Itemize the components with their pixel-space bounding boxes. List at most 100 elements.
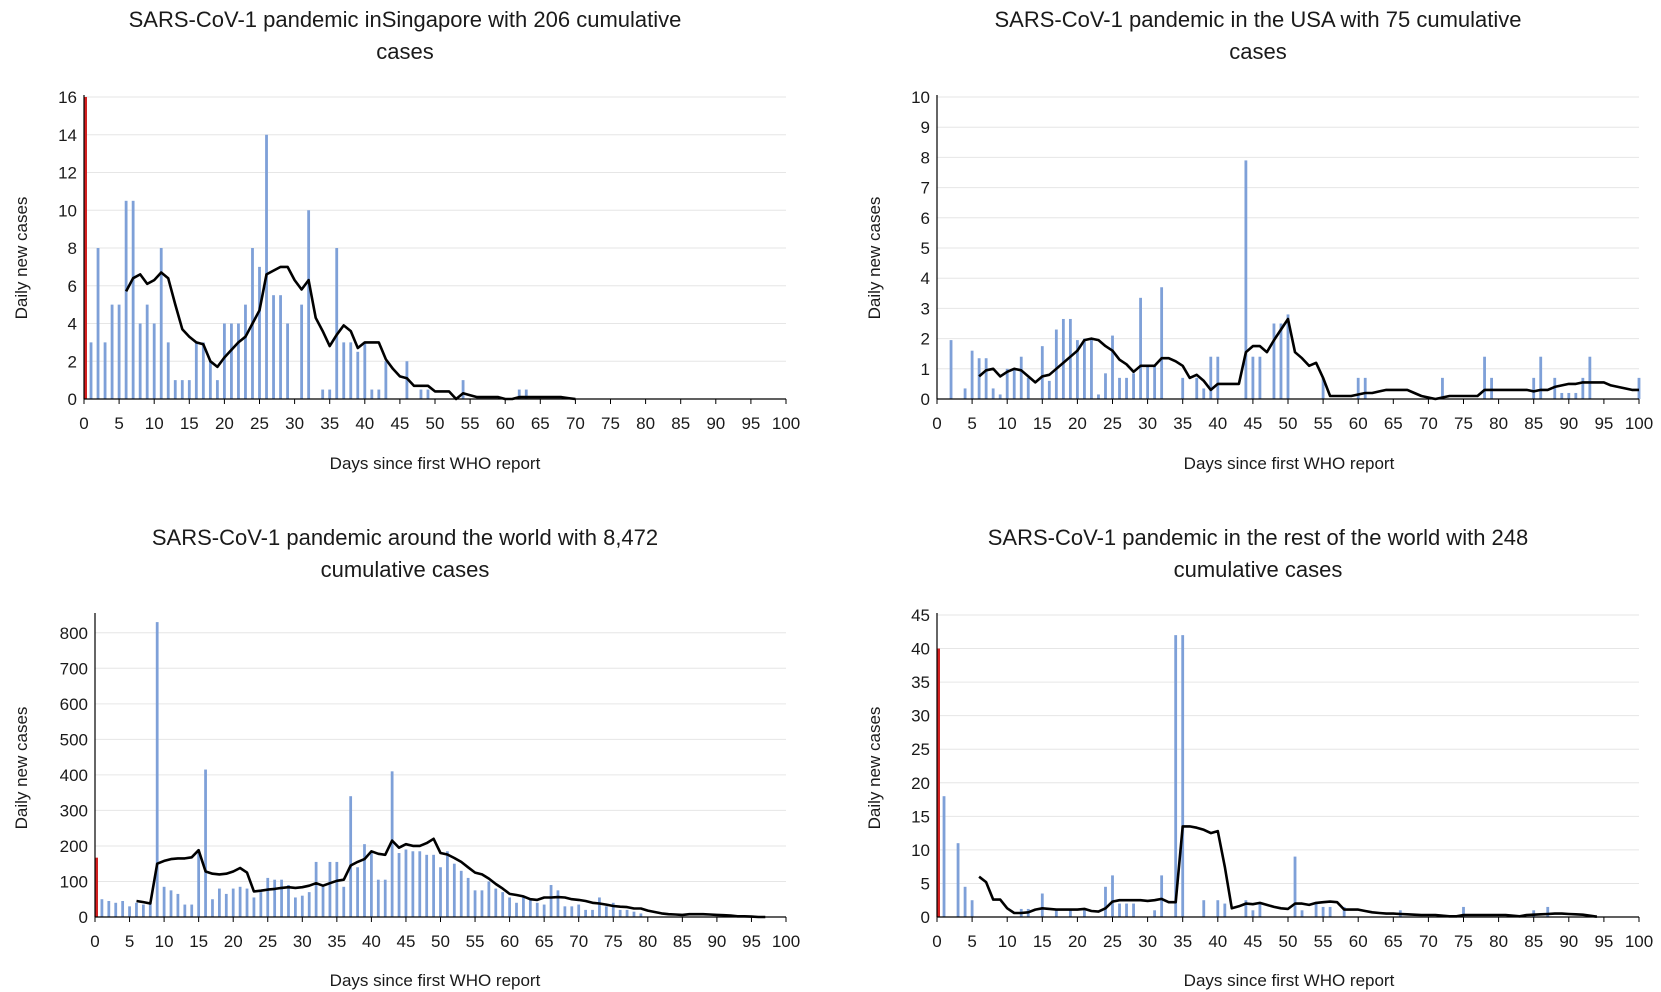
bar: [222, 323, 226, 399]
x-tick-label: 15: [1033, 414, 1052, 433]
y-axis-label: Daily new cases: [12, 197, 31, 320]
x-tick-label: 85: [1524, 414, 1543, 433]
x-tick-label: 80: [638, 932, 657, 951]
bar: [1574, 392, 1578, 399]
bar: [376, 879, 380, 917]
x-tick-label: 40: [1208, 932, 1227, 951]
bar: [439, 867, 442, 917]
x-tick-label: 90: [1559, 414, 1578, 433]
x-tick-label: 75: [1454, 414, 1473, 433]
x-axis-label: Days since first WHO report: [330, 454, 541, 473]
y-tick-label: 700: [60, 659, 88, 678]
bar: [114, 902, 118, 917]
chart-usa: SARS-CoV-1 pandemic in the USA with 75 c…: [865, 7, 1653, 473]
bar: [1293, 856, 1297, 917]
x-tick-label: 45: [1243, 932, 1262, 951]
bar: [426, 389, 430, 399]
x-tick-label: 55: [461, 414, 480, 433]
x-tick-label: 30: [1138, 414, 1157, 433]
x-tick-label: 100: [1625, 932, 1653, 951]
bar: [138, 323, 142, 399]
bar: [515, 902, 518, 917]
bar: [535, 902, 539, 917]
bar: [342, 886, 346, 917]
x-tick-label: 85: [671, 414, 690, 433]
chart-title: cumulative cases: [321, 557, 490, 582]
x-tick-label: 90: [706, 414, 725, 433]
y-tick-label: 10: [911, 841, 930, 860]
x-tick-label: 85: [673, 932, 692, 951]
bar: [1097, 394, 1100, 399]
x-tick-label: 45: [396, 932, 415, 951]
bar: [494, 888, 498, 917]
bar: [1216, 900, 1220, 917]
y-tick-label: 4: [921, 269, 930, 288]
bar: [1090, 338, 1093, 399]
bar: [1125, 903, 1128, 917]
y-tick-label: 10: [58, 201, 77, 220]
x-tick-label: 70: [1419, 932, 1438, 951]
bar: [1132, 373, 1135, 399]
bar: [1462, 906, 1465, 917]
bar: [998, 394, 1002, 399]
bar: [190, 904, 194, 917]
y-tick-label: 45: [911, 606, 930, 625]
y-tick-label: 15: [911, 807, 930, 826]
x-tick-label: 70: [1419, 414, 1438, 433]
bar: [335, 248, 339, 399]
bar: [1258, 903, 1262, 917]
bar: [121, 901, 125, 917]
x-tick-label: 100: [772, 932, 800, 951]
bar: [1300, 910, 1304, 917]
bar: [1356, 377, 1360, 399]
bar: [135, 902, 138, 917]
bar: [107, 901, 111, 917]
bar: [230, 323, 233, 399]
bar: [1075, 340, 1079, 399]
bar: [1026, 377, 1030, 399]
bar: [1581, 377, 1585, 399]
y-tick-label: 3: [921, 299, 930, 318]
moving-average-line: [136, 837, 766, 919]
bar: [245, 888, 249, 917]
x-tick-label: 95: [1594, 414, 1613, 433]
bar: [1181, 377, 1185, 399]
bar: [314, 861, 318, 917]
bar: [977, 358, 981, 399]
y-tick-label: 5: [921, 239, 930, 258]
bar: [183, 904, 187, 917]
bar: [1532, 377, 1536, 399]
y-tick-label: 7: [921, 179, 930, 198]
bar: [473, 890, 477, 917]
y-tick-label: 35: [911, 673, 930, 692]
bar: [217, 888, 221, 917]
chart-rest-of-world: SARS-CoV-1 pandemic in the rest of the w…: [865, 525, 1653, 990]
y-tick-label: 12: [58, 164, 77, 183]
bar: [1118, 903, 1121, 917]
bar: [1125, 377, 1128, 399]
bar: [956, 843, 960, 917]
bar: [370, 389, 374, 399]
bar: [100, 899, 104, 917]
x-tick-label: 65: [531, 414, 550, 433]
bar: [1202, 388, 1206, 399]
bar: [1174, 635, 1178, 917]
bar: [556, 890, 560, 917]
bar: [180, 380, 184, 399]
bar: [1342, 906, 1346, 917]
y-tick-label: 1: [921, 360, 930, 379]
x-tick-label: 10: [155, 932, 174, 951]
bar: [1146, 365, 1150, 399]
bar: [1132, 903, 1135, 917]
bar: [577, 904, 581, 917]
x-tick-label: 95: [741, 414, 760, 433]
bar: [1005, 368, 1009, 399]
bar: [1195, 377, 1199, 399]
y-tick-label: 2: [921, 330, 930, 349]
bar: [970, 900, 974, 917]
bar: [963, 388, 967, 399]
bar: [197, 849, 201, 917]
bar: [1546, 906, 1550, 917]
bar: [632, 911, 636, 917]
bar: [89, 342, 93, 399]
